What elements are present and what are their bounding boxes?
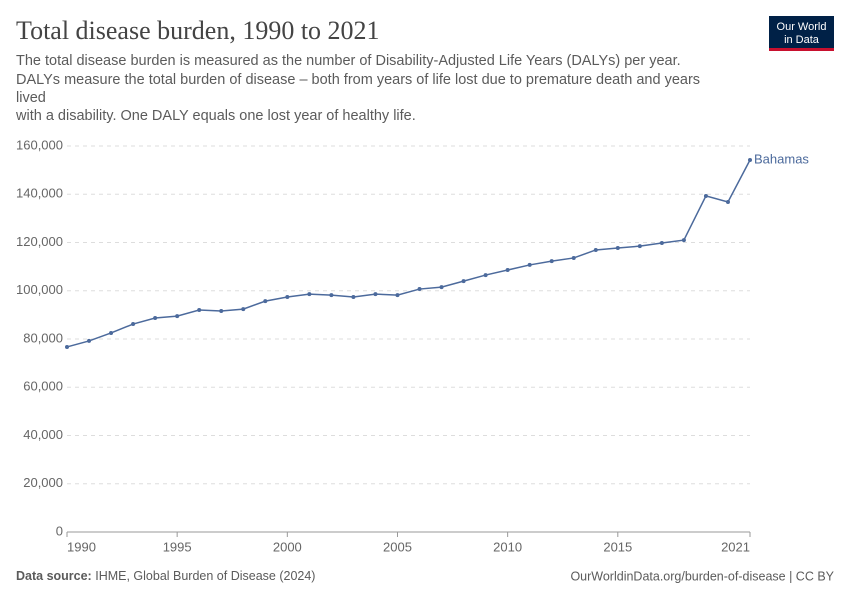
x-tick-label: 2010 (493, 539, 522, 554)
data-point (549, 259, 554, 264)
y-tick-label: 160,000 (16, 137, 63, 152)
y-tick-label: 120,000 (16, 234, 63, 249)
y-tick-label: 0 (56, 523, 63, 538)
data-point (65, 344, 69, 349)
data-point (395, 293, 400, 298)
source: IHME, Global Burden of Disease (2024) (95, 569, 315, 583)
data-point (637, 244, 642, 249)
data-point (285, 295, 290, 300)
data-point (725, 199, 730, 204)
logo-text: Our World (777, 21, 827, 33)
series-label: Bahamas (754, 151, 809, 166)
y-tick-label: 80,000 (23, 330, 63, 345)
data-point (109, 330, 114, 335)
data-point (461, 279, 466, 284)
logo (769, 16, 834, 50)
footer-link: OurWorldinData.org/burden-of-disease | C… (570, 569, 834, 583)
data-point (153, 316, 158, 321)
series-line (66, 159, 751, 348)
data-point (703, 193, 708, 198)
data-point (681, 238, 686, 243)
x-tick-label: 2015 (603, 539, 632, 554)
data-point (483, 273, 488, 278)
subtitle: with a disability. One DALY equals one l… (15, 108, 416, 124)
logo-text: in Data (784, 34, 820, 46)
subtitle: lived (16, 90, 46, 106)
y-tick-label: 40,000 (23, 427, 63, 442)
y-tick-label: 140,000 (16, 186, 63, 201)
data-point (307, 292, 312, 297)
subtitle: DALYs measure the total burden of diseas… (16, 72, 700, 88)
data-point (263, 299, 268, 304)
data-point (571, 255, 576, 260)
data-point (439, 285, 444, 290)
x-tick-label: 2021 (721, 539, 750, 554)
y-tick-label: 20,000 (23, 475, 63, 490)
data-point (175, 314, 180, 319)
data-point (373, 292, 378, 297)
data-point (197, 308, 202, 313)
data-point (659, 240, 664, 245)
data-point (748, 157, 752, 162)
footer-source: Data source: IHME, Global Burden of Dise… (16, 569, 315, 583)
data-point (351, 295, 356, 300)
data-point (87, 338, 92, 343)
y-tick-label: 100,000 (16, 282, 63, 297)
data-point (593, 247, 598, 252)
x-tick-label: 1995 (163, 539, 192, 554)
data-point (505, 268, 510, 273)
data-point (417, 287, 422, 292)
y-tick-label: 60,000 (23, 379, 63, 394)
logo-bar (769, 48, 834, 51)
x-tick-label: 1990 (67, 539, 96, 554)
chart-title: Total disease burden, 1990 to 2021 (16, 16, 380, 45)
source-label: Data source: (16, 569, 92, 583)
data-point (219, 309, 224, 314)
data-point (615, 246, 620, 251)
data-point (527, 262, 532, 267)
data-point (241, 307, 246, 312)
x-tick-label: 2005 (383, 539, 412, 554)
data-point (131, 322, 136, 327)
x-tick-label: 2000 (273, 539, 302, 554)
subtitle: The total disease burden is measured as … (16, 53, 681, 69)
data-point (329, 293, 334, 298)
